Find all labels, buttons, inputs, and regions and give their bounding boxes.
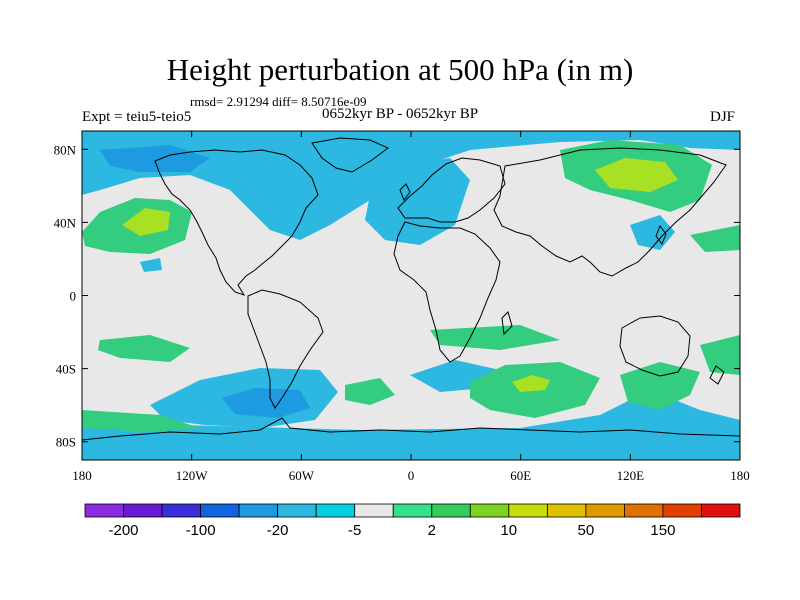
far-east-positive xyxy=(690,225,740,252)
indian-ocean-positive xyxy=(430,325,560,350)
season-label: DJF xyxy=(710,109,736,125)
colorbar-label: 2 xyxy=(428,522,436,539)
tropical-pacific-negative xyxy=(140,258,162,272)
antarctica-coast xyxy=(82,417,740,441)
colorbar-swatch xyxy=(277,503,317,518)
map-title: Height perturbation at 500 hPa (in m) xyxy=(166,52,634,87)
colorbar-swatch xyxy=(238,503,279,518)
south-america-west-positive xyxy=(98,335,190,362)
x-tick-label: 120W xyxy=(176,468,209,483)
colorbar-label: -100 xyxy=(186,522,216,539)
latitude-axis: 80N 40N 0 40S 80S xyxy=(54,142,740,450)
southern-ocean-negative xyxy=(82,390,740,460)
arctic-negative-band xyxy=(82,131,740,240)
europe-coast xyxy=(397,157,506,223)
new-zealand-coast xyxy=(709,365,725,385)
europe-negative xyxy=(365,158,470,245)
longitude-axis: 180 120W 60W 0 60E 120E 180 xyxy=(72,131,750,483)
north-america-coast xyxy=(154,149,319,296)
x-tick-label: 0 xyxy=(408,468,415,483)
colorbar-swatch xyxy=(662,503,702,518)
colorbar-swatch xyxy=(392,503,433,518)
anomaly-field xyxy=(82,131,740,460)
experiment-label: Expt = teiu5-teio5 xyxy=(82,109,192,125)
siberia-positive-core xyxy=(595,158,678,192)
africa-coast xyxy=(393,221,501,363)
colorbar-label: 10 xyxy=(500,522,517,539)
asia-coast xyxy=(493,147,727,277)
y-tick-label: 80S xyxy=(56,435,76,450)
colorbar-label: -5 xyxy=(348,522,361,539)
y-tick-label: 80N xyxy=(54,142,77,157)
colorbar-label: 150 xyxy=(650,522,675,539)
coastlines xyxy=(82,137,740,441)
colorbar-swatch xyxy=(315,503,356,518)
colorbar-label: 50 xyxy=(578,522,595,539)
colorbar-swatch xyxy=(431,503,471,518)
greenland-coast xyxy=(311,137,389,173)
x-tick-label: 60E xyxy=(510,468,531,483)
japan-coast xyxy=(655,224,667,246)
colorbar-swatch xyxy=(123,503,163,518)
colorbar-swatch xyxy=(585,503,625,518)
y-tick-label: 40S xyxy=(56,362,76,377)
colorbar-label: -20 xyxy=(267,522,289,539)
x-tick-label: 60W xyxy=(289,468,315,483)
colorbar-swatch xyxy=(624,503,664,518)
y-tick-label: 0 xyxy=(70,289,77,304)
australia-coast xyxy=(619,315,691,377)
colorbar-label: -200 xyxy=(109,522,139,539)
period-label: 0652kyr BP - 0652kyr BP xyxy=(322,106,479,122)
x-tick-label: 180 xyxy=(730,468,750,483)
colorbar-swatch xyxy=(701,503,741,518)
southern-ocean-positive xyxy=(82,410,200,432)
australia-positive xyxy=(620,362,700,410)
uk-coast xyxy=(399,183,411,202)
south-atlantic-positive xyxy=(345,378,395,405)
colorbar-swatch xyxy=(508,503,548,518)
north-america-negative xyxy=(100,145,210,172)
north-pacific-positive-core xyxy=(122,208,170,236)
rmsd-stats: rmsd= 2.91294 diff= 8.50716e-09 xyxy=(190,94,367,109)
colorbar-swatch xyxy=(546,503,587,518)
colorbar-swatch xyxy=(161,503,201,518)
south-indian-positive-core xyxy=(512,375,550,392)
colorbar-swatch xyxy=(354,503,394,518)
colorbar: -200 -100 -20 -5 2 10 50 150 xyxy=(84,503,741,539)
south-pacific-east-positive xyxy=(700,335,740,375)
south-pacific-negative-core xyxy=(222,388,310,418)
colorbar-swatch xyxy=(84,503,124,518)
x-tick-label: 180 xyxy=(72,468,92,483)
y-tick-label: 40N xyxy=(54,215,77,230)
x-tick-label: 120E xyxy=(617,468,645,483)
madagascar-coast xyxy=(501,311,513,336)
south-america-coast xyxy=(247,289,324,409)
colorbar-swatch xyxy=(200,503,240,518)
east-asia-negative xyxy=(630,215,675,250)
colorbar-swatch xyxy=(469,503,510,518)
